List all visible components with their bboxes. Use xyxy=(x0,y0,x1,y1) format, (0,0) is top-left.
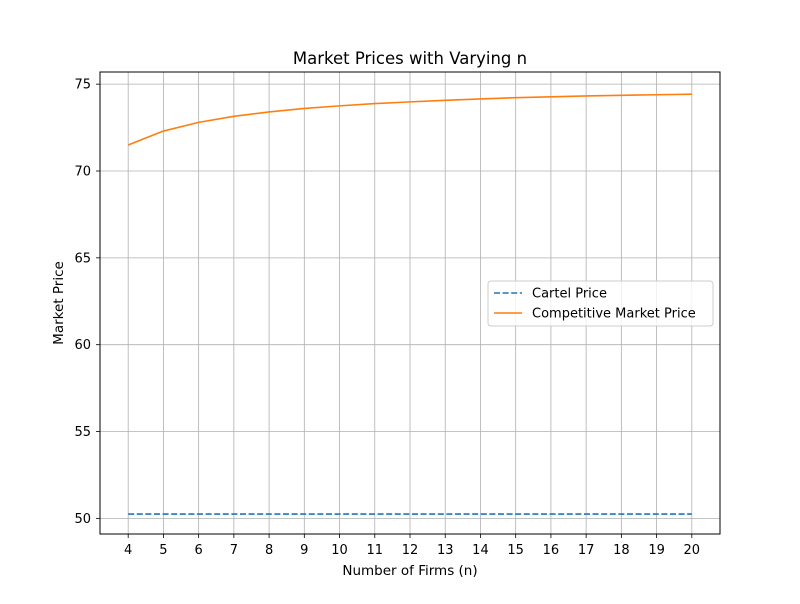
x-tick-label: 13 xyxy=(437,543,454,558)
x-tick-label: 11 xyxy=(366,543,383,558)
x-tick-label: 10 xyxy=(331,543,348,558)
y-tick-label: 55 xyxy=(74,425,91,440)
y-tick-label: 65 xyxy=(74,251,91,266)
x-tick-label: 12 xyxy=(402,543,419,558)
y-tick-label: 70 xyxy=(74,165,91,180)
competitive-price-line xyxy=(127,93,692,146)
x-tick-label: 9 xyxy=(300,543,308,558)
y-tick-label: 75 xyxy=(74,78,91,93)
x-tick-label: 7 xyxy=(230,543,238,558)
x-tick-label: 20 xyxy=(684,543,701,558)
x-tick-label: 4 xyxy=(124,543,132,558)
y-tick-label: 60 xyxy=(74,338,91,353)
x-axis-label: Number of Firms (n) xyxy=(342,563,477,579)
chart-title: Market Prices with Varying n xyxy=(293,49,527,68)
x-tick-label: 18 xyxy=(613,543,630,558)
x-tick-label: 16 xyxy=(543,543,560,558)
x-tick-label: 15 xyxy=(507,543,524,558)
legend: Cartel Price Competitive Market Price xyxy=(487,280,714,327)
x-tick-label: 5 xyxy=(159,543,167,558)
legend-label: Competitive Market Price xyxy=(532,307,696,322)
x-tick-label: 6 xyxy=(194,543,202,558)
x-tick-label: 19 xyxy=(648,543,665,558)
x-tick-label: 14 xyxy=(472,543,489,558)
y-tick-label: 50 xyxy=(74,512,91,527)
x-tick-label: 8 xyxy=(265,543,273,558)
y-axis-label: Market Price xyxy=(51,261,67,345)
ticks-layer: 4 5 6 7 8 9 10 11 12 13 14 15 16 17 18 19 20 50 55 60 65 70 75 xyxy=(74,78,700,558)
legend-box xyxy=(487,280,714,327)
series-layer xyxy=(127,93,692,515)
x-tick-label: 17 xyxy=(578,543,595,558)
legend-label: Cartel Price xyxy=(532,287,607,302)
